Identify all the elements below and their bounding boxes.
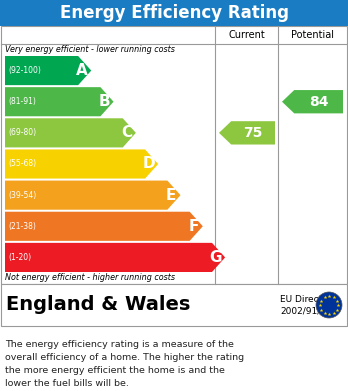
Text: (55-68): (55-68) (8, 160, 36, 169)
Text: Energy Efficiency Rating: Energy Efficiency Rating (60, 4, 288, 22)
Text: E: E (166, 188, 176, 203)
Text: Potential: Potential (291, 30, 333, 40)
Text: (1-20): (1-20) (8, 253, 31, 262)
Polygon shape (5, 118, 136, 147)
Polygon shape (5, 56, 91, 85)
Text: (69-80): (69-80) (8, 128, 36, 137)
Text: 84: 84 (309, 95, 329, 109)
Bar (0, 0, 348, 26)
Text: England & Wales: England & Wales (6, 296, 190, 314)
Text: F: F (188, 219, 199, 234)
Text: C: C (121, 126, 132, 140)
Text: B: B (98, 94, 110, 109)
Circle shape (316, 292, 342, 318)
Text: Not energy efficient - higher running costs: Not energy efficient - higher running co… (5, 273, 175, 283)
Text: (39-54): (39-54) (8, 191, 36, 200)
Text: D: D (143, 156, 155, 172)
Text: (21-38): (21-38) (8, 222, 36, 231)
Text: G: G (210, 250, 222, 265)
Polygon shape (282, 90, 343, 113)
Polygon shape (5, 181, 181, 210)
Text: Current: Current (228, 30, 265, 40)
Text: (81-91): (81-91) (8, 97, 36, 106)
Text: EU Directive: EU Directive (280, 296, 336, 305)
Polygon shape (5, 87, 113, 116)
Polygon shape (5, 243, 225, 272)
Text: Very energy efficient - lower running costs: Very energy efficient - lower running co… (5, 45, 175, 54)
Text: A: A (76, 63, 88, 78)
Polygon shape (219, 121, 275, 145)
Polygon shape (5, 212, 203, 241)
Text: The energy efficiency rating is a measure of the
overall efficiency of a home. T: The energy efficiency rating is a measur… (5, 340, 244, 388)
Text: 75: 75 (244, 126, 263, 140)
Polygon shape (5, 149, 158, 179)
Bar (1, 26, 347, 284)
Text: 2002/91/EC: 2002/91/EC (280, 307, 332, 316)
Text: (92-100): (92-100) (8, 66, 41, 75)
Bar (1, 284, 347, 326)
